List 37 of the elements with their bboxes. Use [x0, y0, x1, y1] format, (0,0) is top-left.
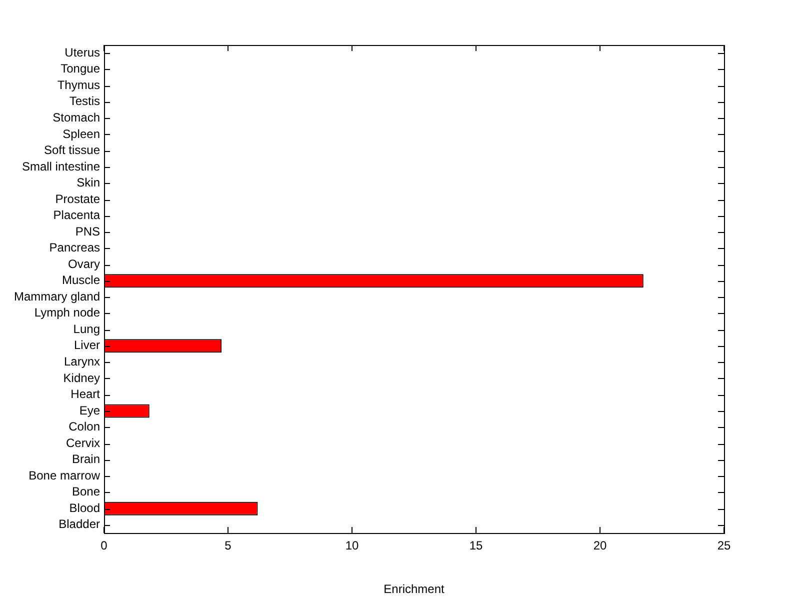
y-tick-label: Soft tissue [44, 143, 100, 158]
y-tick-label: Bone [72, 484, 100, 499]
y-tick-label: Brain [72, 452, 100, 466]
y-tick-label: Lymph node [34, 306, 100, 320]
y-tick-label: Kidney [63, 370, 100, 385]
x-tick-label: 5 [224, 538, 232, 553]
y-tick-label: Prostate [55, 192, 100, 206]
y-tick-label: Pancreas [49, 240, 100, 255]
y-tick-label: Testis [69, 94, 100, 108]
y-tick-label: Mammary gland [14, 289, 100, 304]
y-tick-label: Lung [73, 322, 100, 336]
y-tick-label: Blood [69, 500, 100, 515]
y-tick-label: Ovary [68, 256, 100, 271]
y-tick-label: Larynx [64, 354, 100, 369]
y-tick-label: Thymus [57, 78, 100, 92]
y-tick-label: Muscle [62, 273, 100, 288]
y-tick-label: PNS [75, 224, 100, 238]
x-tick-label: 20 [593, 538, 607, 553]
y-tick-label: Colon [68, 420, 100, 434]
y-tick-label: Eye [79, 403, 100, 418]
y-tick-label: Stomach [52, 110, 100, 125]
y-tick-label: Cervix [66, 436, 100, 450]
y-tick-label: Bladder [58, 517, 100, 532]
y-tick-label: Uterus [64, 45, 100, 60]
y-tick-label: Spleen [62, 126, 100, 141]
x-axis-title: Enrichment [384, 582, 446, 596]
y-tick-label: Skin [76, 176, 100, 190]
y-tick-label: Liver [74, 338, 100, 352]
x-tick-label: 15 [469, 538, 483, 553]
x-tick-label: 0 [100, 538, 108, 553]
y-tick-label: Bone marrow [28, 468, 100, 482]
y-tick-label: Tongue [60, 62, 100, 76]
y-tick-label: Placenta [53, 208, 100, 222]
x-tick-label: 25 [717, 538, 731, 553]
x-tick-label: 10 [345, 538, 359, 553]
y-tick-label: Small intestine [22, 159, 100, 174]
y-tick-label: Heart [70, 387, 101, 402]
